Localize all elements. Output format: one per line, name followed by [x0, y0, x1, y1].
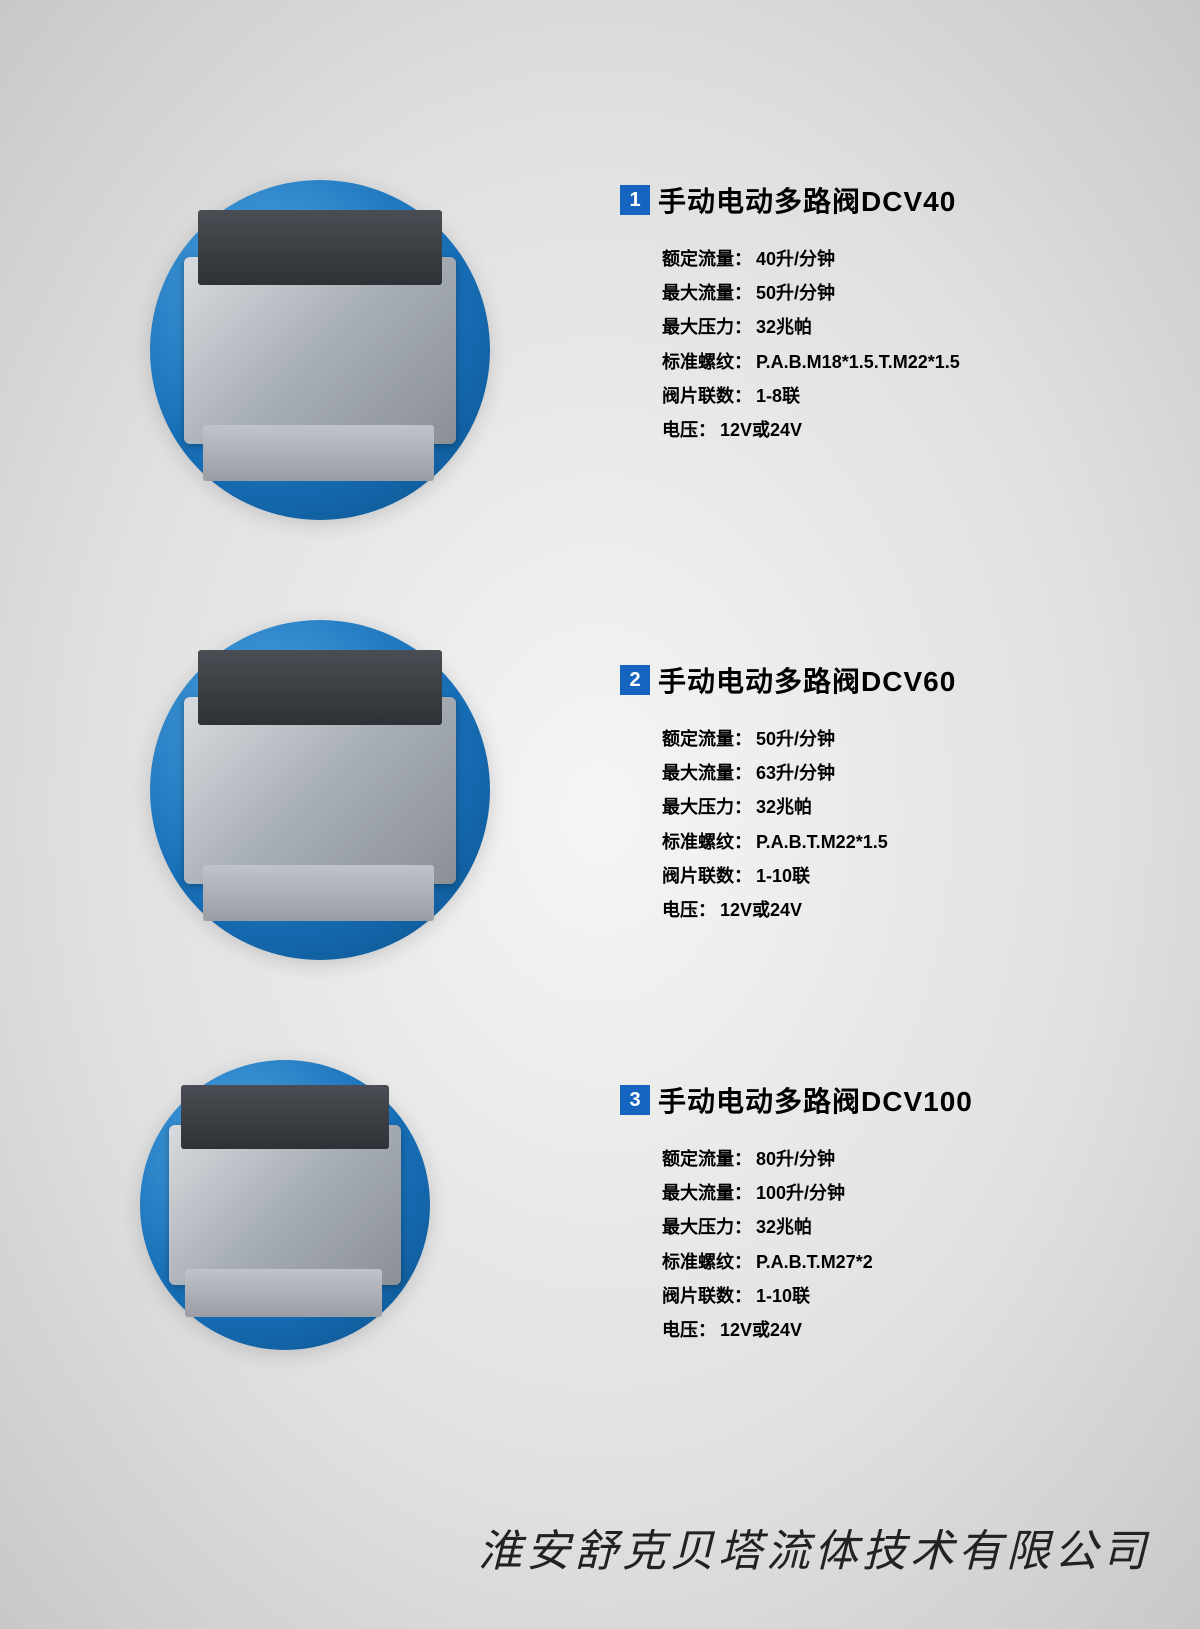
- spec-value: 12V或24V: [720, 420, 802, 440]
- spec-line: 电压：12V或24V: [662, 1313, 1170, 1347]
- spec-value: 1-10联: [756, 1286, 810, 1306]
- spec-line: 标准螺纹：P.A.B.T.M22*1.5: [662, 825, 1170, 859]
- spec-line: 最大流量：100升/分钟: [662, 1176, 1170, 1210]
- spec-value: P.A.B.T.M22*1.5: [756, 832, 888, 852]
- valve-placeholder-icon: [184, 697, 456, 884]
- product-specs-3: 3 手动电动多路阀DCV100 额定流量：80升/分钟 最大流量：100升/分钟…: [620, 1080, 1170, 1347]
- spec-line: 标准螺纹：P.A.B.M18*1.5.T.M22*1.5: [662, 345, 1170, 379]
- spec-value: 12V或24V: [720, 1320, 802, 1340]
- product-specs-2: 2 手动电动多路阀DCV60 额定流量：50升/分钟 最大流量：63升/分钟 最…: [620, 660, 1170, 927]
- spec-label: 额定流量：: [662, 1149, 752, 1169]
- spec-value: 50升/分钟: [756, 283, 835, 303]
- spec-list-2: 额定流量：50升/分钟 最大流量：63升/分钟 最大压力：32兆帕 标准螺纹：P…: [662, 722, 1170, 927]
- spec-label: 最大流量：: [662, 1183, 752, 1203]
- spec-label: 电压：: [662, 420, 716, 440]
- spec-value: 12V或24V: [720, 900, 802, 920]
- spec-label: 最大压力：: [662, 1217, 752, 1237]
- spec-label: 额定流量：: [662, 729, 752, 749]
- spec-label: 标准螺纹：: [662, 832, 752, 852]
- spec-line: 阀片联数：1-10联: [662, 1279, 1170, 1313]
- spec-value: 40升/分钟: [756, 249, 835, 269]
- spec-label: 电压：: [662, 900, 716, 920]
- spec-value: 32兆帕: [756, 1217, 812, 1237]
- spec-label: 最大流量：: [662, 283, 752, 303]
- spec-label: 最大压力：: [662, 317, 752, 337]
- spec-list-3: 额定流量：80升/分钟 最大流量：100升/分钟 最大压力：32兆帕 标准螺纹：…: [662, 1142, 1170, 1347]
- product-row-2: 2 手动电动多路阀DCV60 额定流量：50升/分钟 最大流量：63升/分钟 最…: [0, 620, 1200, 887]
- spec-line: 最大压力：32兆帕: [662, 1210, 1170, 1244]
- title-text-3: 手动电动多路阀DCV100: [658, 1080, 973, 1120]
- product-specs-1: 1 手动电动多路阀DCV40 额定流量：40升/分钟 最大流量：50升/分钟 最…: [620, 180, 1170, 447]
- footer-company: 淮安舒克贝塔流体技术有限公司: [478, 1515, 1150, 1579]
- spec-line: 额定流量：50升/分钟: [662, 722, 1170, 756]
- product-row-3: 3 手动电动多路阀DCV100 额定流量：80升/分钟 最大流量：100升/分钟…: [0, 1060, 1200, 1327]
- spec-list-1: 额定流量：40升/分钟 最大流量：50升/分钟 最大压力：32兆帕 标准螺纹：P…: [662, 242, 1170, 447]
- spec-label: 阀片联数：: [662, 1286, 752, 1306]
- spec-value: 50升/分钟: [756, 729, 835, 749]
- spec-label: 标准螺纹：: [662, 1252, 752, 1272]
- product-image-3: [140, 1060, 430, 1350]
- spec-line: 额定流量：80升/分钟: [662, 1142, 1170, 1176]
- valve-placeholder-icon: [169, 1125, 401, 1285]
- spec-value: 80升/分钟: [756, 1149, 835, 1169]
- badge-2: 2: [620, 665, 650, 695]
- spec-value: 1-10联: [756, 866, 810, 886]
- badge-1: 1: [620, 185, 650, 215]
- spec-line: 标准螺纹：P.A.B.T.M27*2: [662, 1245, 1170, 1279]
- spec-line: 阀片联数：1-10联: [662, 859, 1170, 893]
- spec-title-1: 1 手动电动多路阀DCV40: [620, 180, 1170, 220]
- valve-placeholder-icon: [184, 257, 456, 444]
- spec-title-3: 3 手动电动多路阀DCV100: [620, 1080, 1170, 1120]
- spec-label: 阀片联数：: [662, 866, 752, 886]
- spec-line: 最大流量：63升/分钟: [662, 756, 1170, 790]
- title-text-1: 手动电动多路阀DCV40: [658, 180, 956, 220]
- product-image-1: [150, 180, 490, 520]
- spec-title-2: 2 手动电动多路阀DCV60: [620, 660, 1170, 700]
- spec-value: P.A.B.T.M27*2: [756, 1252, 873, 1272]
- spec-line: 电压：12V或24V: [662, 413, 1170, 447]
- spec-label: 最大压力：: [662, 797, 752, 817]
- spec-label: 电压：: [662, 1320, 716, 1340]
- product-image-2: [150, 620, 490, 960]
- spec-line: 电压：12V或24V: [662, 893, 1170, 927]
- spec-label: 最大流量：: [662, 763, 752, 783]
- spec-line: 额定流量：40升/分钟: [662, 242, 1170, 276]
- spec-label: 标准螺纹：: [662, 352, 752, 372]
- spec-line: 最大压力：32兆帕: [662, 790, 1170, 824]
- spec-value: 63升/分钟: [756, 763, 835, 783]
- spec-value: 1-8联: [756, 386, 800, 406]
- title-text-2: 手动电动多路阀DCV60: [658, 660, 956, 700]
- spec-label: 额定流量：: [662, 249, 752, 269]
- spec-line: 阀片联数：1-8联: [662, 379, 1170, 413]
- spec-line: 最大压力：32兆帕: [662, 310, 1170, 344]
- spec-label: 阀片联数：: [662, 386, 752, 406]
- spec-value: 32兆帕: [756, 797, 812, 817]
- spec-value: 100升/分钟: [756, 1183, 845, 1203]
- spec-line: 最大流量：50升/分钟: [662, 276, 1170, 310]
- spec-value: P.A.B.M18*1.5.T.M22*1.5: [756, 352, 960, 372]
- badge-3: 3: [620, 1085, 650, 1115]
- spec-value: 32兆帕: [756, 317, 812, 337]
